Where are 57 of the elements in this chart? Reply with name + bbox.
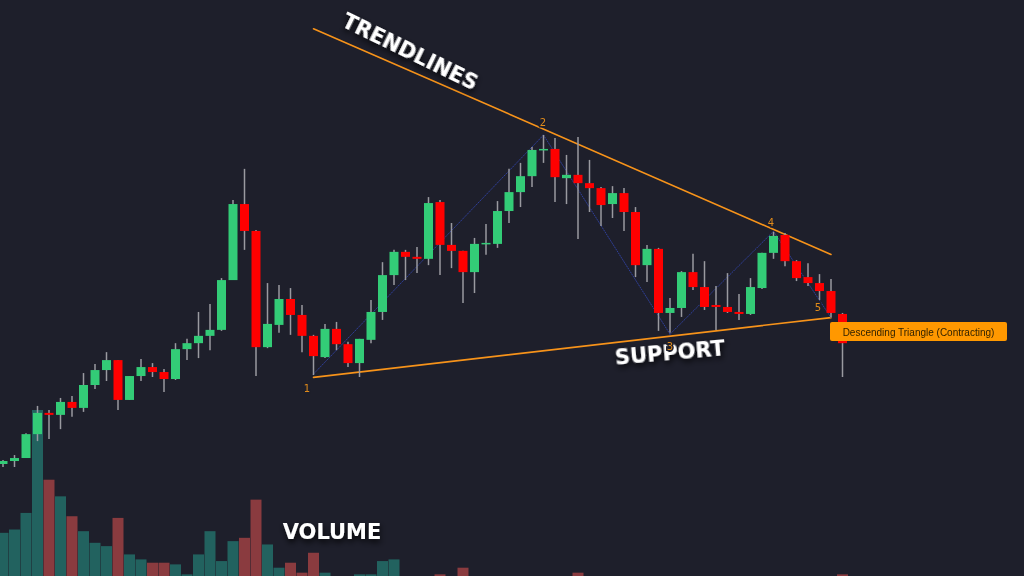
candlestick (44, 409, 54, 440)
candlestick (516, 162, 525, 208)
candlestick (389, 249, 399, 286)
candlestick (665, 297, 675, 334)
text: 2 (539, 116, 547, 128)
candlestick (608, 185, 617, 219)
bar (43, 479, 55, 576)
bar (457, 567, 469, 576)
candlestick (688, 253, 698, 291)
candlestick (401, 249, 410, 281)
candlestick (125, 375, 134, 401)
candlestick (596, 186, 606, 227)
annotation: VOLUME (282, 520, 382, 544)
candlestick (33, 405, 42, 442)
candlestick (67, 395, 77, 418)
candlestick (573, 136, 583, 240)
candlestick (792, 259, 801, 282)
candlestick (182, 338, 192, 361)
candlestick (286, 287, 295, 336)
candlestick (642, 244, 652, 283)
candlestick (826, 278, 836, 318)
candlestick (700, 260, 709, 311)
candlestick (585, 159, 594, 213)
candlestick (79, 372, 88, 413)
bar (112, 517, 124, 576)
annotation: Descending Triangle (Contracting) (842, 327, 995, 338)
candlestick (297, 304, 307, 353)
candlestick (803, 262, 813, 287)
candlestick (309, 334, 318, 376)
candlestick (343, 341, 353, 368)
candlestick (711, 285, 721, 331)
candlestick (504, 168, 514, 224)
candlestick (159, 368, 169, 393)
candlestick (734, 293, 744, 321)
candlestick (332, 321, 341, 351)
callout-tag: Descending Triangle (Contracting) (830, 322, 1007, 341)
candlestick (205, 303, 215, 351)
annotation: 4 (767, 216, 775, 228)
candlestick (263, 282, 272, 349)
candlestick (769, 231, 778, 260)
annotation: 5 (814, 301, 822, 313)
candlestick (619, 187, 629, 232)
candlestick (21, 432, 31, 459)
bar (66, 516, 78, 576)
candlestick (447, 222, 456, 269)
candlestick (90, 363, 100, 390)
candlestick (56, 397, 65, 430)
candlestick (458, 250, 468, 304)
annotation: 1 (303, 382, 311, 394)
candlestick (136, 358, 146, 382)
candlestick (562, 154, 571, 205)
candlestick (412, 246, 422, 274)
candlestick (194, 311, 203, 359)
candlestick (102, 351, 111, 382)
candlestick (815, 273, 824, 301)
candlestick (723, 272, 732, 314)
bar (55, 496, 66, 576)
